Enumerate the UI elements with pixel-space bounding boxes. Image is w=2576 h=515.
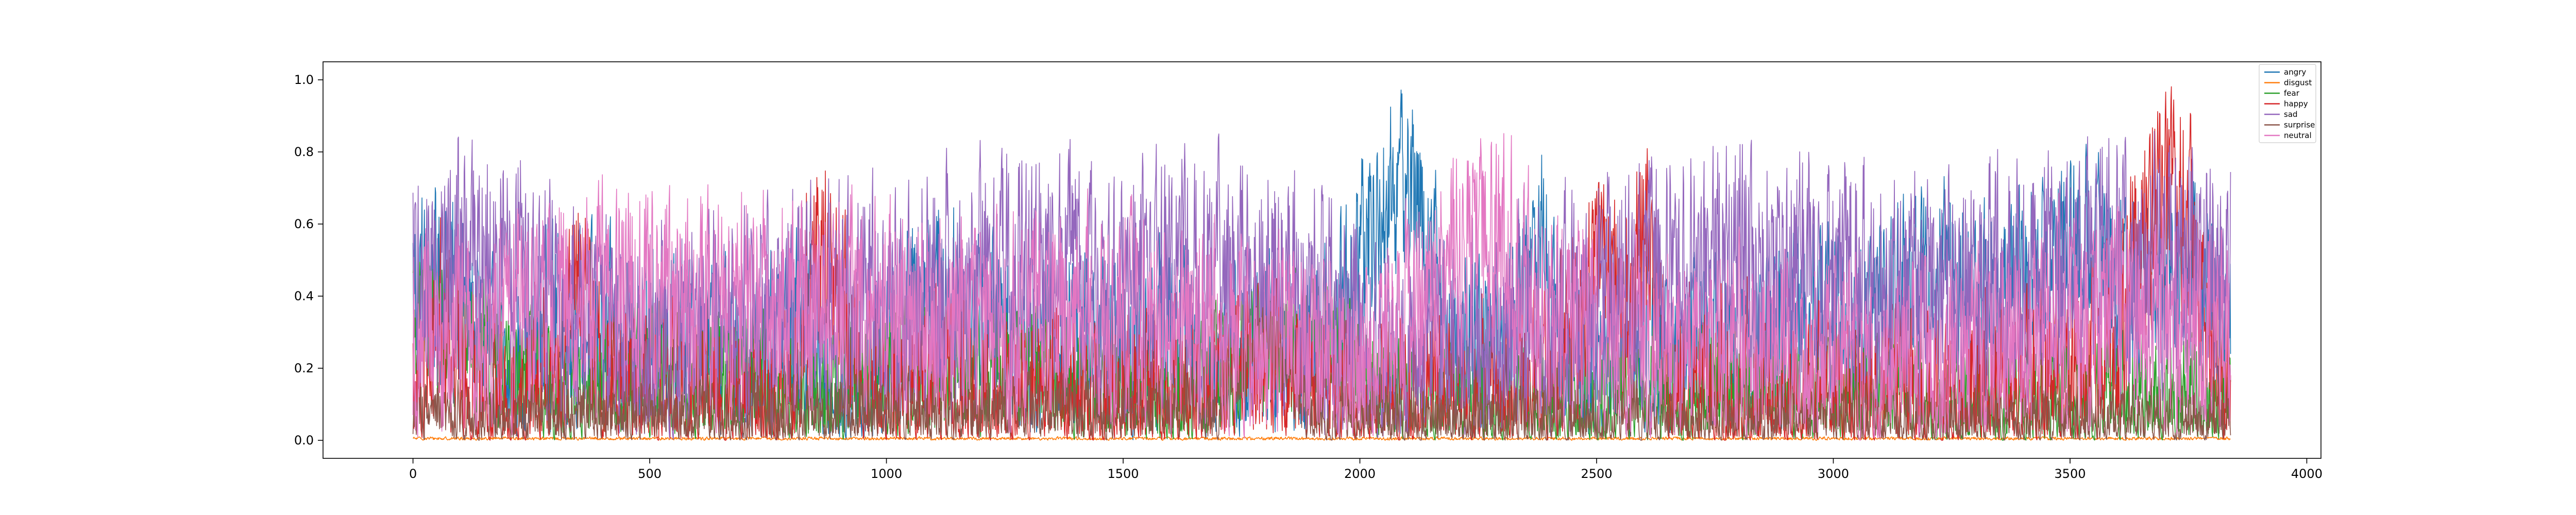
y-tick-label: 0.0 <box>294 433 314 448</box>
series-line-neutral <box>412 133 2231 441</box>
x-tick-label: 3500 <box>2054 467 2086 481</box>
legend-label-fear: fear <box>2284 89 2300 98</box>
x-tick-label: 4000 <box>2291 467 2323 481</box>
x-tick-label: 1500 <box>1107 467 1139 481</box>
legend-label-angry: angry <box>2284 67 2306 77</box>
legend-label-happy: happy <box>2284 99 2308 109</box>
x-tick-label: 1000 <box>871 467 902 481</box>
y-tick-label: 0.6 <box>294 217 314 231</box>
x-axis: 0 500 1000 1500 2000 2500 3000 3500 4000 <box>409 458 2323 481</box>
x-tick-label: 2000 <box>1344 467 1376 481</box>
x-tick-label: 0 <box>409 467 417 481</box>
y-tick-label: 0.4 <box>294 289 314 303</box>
legend-label-neutral: neutral <box>2284 131 2312 140</box>
x-tick-label: 3000 <box>1818 467 1849 481</box>
legend-label-surprise: surprise <box>2284 121 2315 130</box>
y-tick-label: 0.2 <box>294 361 314 375</box>
series-line-sad <box>412 131 2231 440</box>
plot-area <box>323 61 2321 459</box>
legend-box <box>2259 64 2316 143</box>
y-axis: 0.0 0.2 0.4 0.6 0.8 1.0 <box>294 73 323 448</box>
legend-label-sad: sad <box>2284 110 2298 119</box>
x-tick-label: 2500 <box>1581 467 1612 481</box>
x-tick-label: 500 <box>638 467 662 481</box>
y-tick-label: 1.0 <box>294 73 314 87</box>
series-layer <box>412 86 2231 441</box>
series-line-disgust <box>413 436 2231 441</box>
axes-frame <box>323 61 2321 459</box>
y-tick-label: 0.8 <box>294 145 314 159</box>
legend-label-disgust: disgust <box>2284 78 2312 88</box>
